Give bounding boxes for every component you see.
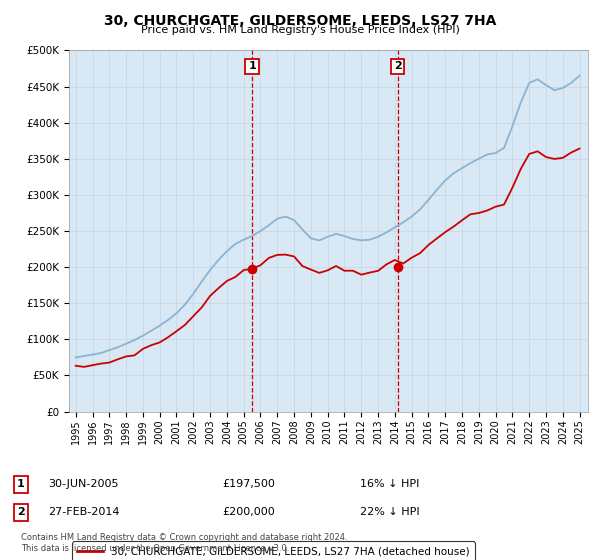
Text: Contains HM Land Registry data © Crown copyright and database right 2024.
This d: Contains HM Land Registry data © Crown c… <box>21 533 347 553</box>
Text: £197,500: £197,500 <box>222 479 275 489</box>
Text: 2: 2 <box>17 507 25 517</box>
Text: Price paid vs. HM Land Registry's House Price Index (HPI): Price paid vs. HM Land Registry's House … <box>140 25 460 35</box>
Text: 1: 1 <box>248 61 256 71</box>
Text: 1: 1 <box>17 479 25 489</box>
Text: 2: 2 <box>394 61 401 71</box>
Text: 30-JUN-2005: 30-JUN-2005 <box>48 479 119 489</box>
Legend: 30, CHURCHGATE, GILDERSOME, LEEDS, LS27 7HA (detached house), HPI: Average price: 30, CHURCHGATE, GILDERSOME, LEEDS, LS27 … <box>71 542 475 560</box>
Text: 30, CHURCHGATE, GILDERSOME, LEEDS, LS27 7HA: 30, CHURCHGATE, GILDERSOME, LEEDS, LS27 … <box>104 14 496 28</box>
Text: 22% ↓ HPI: 22% ↓ HPI <box>360 507 419 517</box>
Text: £200,000: £200,000 <box>222 507 275 517</box>
Text: 27-FEB-2014: 27-FEB-2014 <box>48 507 119 517</box>
Text: 16% ↓ HPI: 16% ↓ HPI <box>360 479 419 489</box>
